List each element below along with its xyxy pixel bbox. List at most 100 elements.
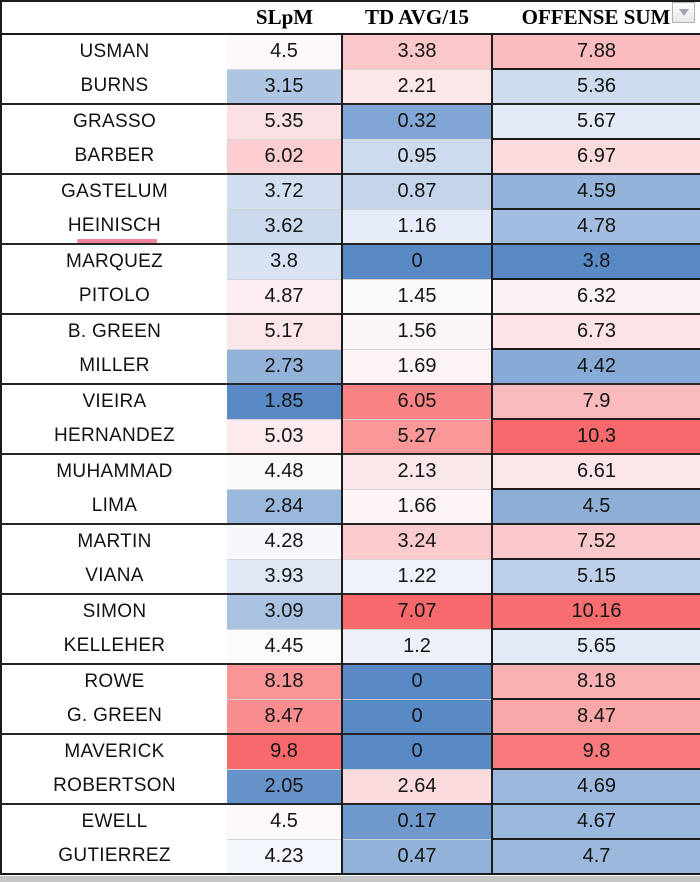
cell-td[interactable]: 7.07 [342, 593, 493, 629]
cell-fighter-name[interactable]: VIANA [1, 559, 227, 594]
cell-slpm[interactable]: 5.03 [227, 418, 343, 454]
cell-td[interactable]: 0 [342, 733, 493, 769]
cell-fighter-name[interactable]: BARBER [1, 139, 227, 174]
cell-td[interactable]: 2.64 [342, 768, 493, 804]
cell-off[interactable]: 6.73 [492, 313, 700, 349]
cell-off[interactable]: 7.88 [492, 33, 700, 69]
cell-td[interactable]: 1.66 [342, 488, 493, 524]
cell-td[interactable]: 1.45 [342, 278, 493, 314]
header-td-avg[interactable]: TD AVG/15 [342, 1, 492, 35]
cell-slpm[interactable]: 4.23 [227, 838, 343, 874]
cell-fighter-name[interactable]: LIMA [1, 489, 227, 524]
cell-td[interactable]: 1.22 [342, 558, 493, 594]
cell-fighter-name[interactable]: MILLER [1, 349, 227, 384]
cell-off[interactable]: 4.69 [492, 768, 700, 804]
cell-td[interactable]: 0.87 [342, 173, 493, 209]
cell-td[interactable]: 2.13 [342, 453, 493, 489]
cell-td[interactable]: 0 [342, 698, 493, 734]
cell-slpm[interactable]: 4.5 [227, 33, 343, 69]
cell-slpm[interactable]: 9.8 [227, 733, 343, 769]
cell-slpm[interactable]: 4.87 [227, 278, 343, 314]
cell-td[interactable]: 0 [342, 243, 493, 279]
cell-td[interactable]: 0.17 [342, 803, 493, 839]
cell-fighter-name[interactable]: GRASSO [1, 103, 227, 139]
header-fighter[interactable] [1, 1, 227, 35]
cell-fighter-name[interactable]: MARQUEZ [1, 243, 227, 279]
cell-off[interactable]: 4.42 [492, 348, 700, 384]
cell-off[interactable]: 10.16 [492, 593, 700, 629]
cell-td[interactable]: 0 [342, 663, 493, 699]
dropdown-button[interactable] [672, 2, 695, 23]
cell-off[interactable]: 7.52 [492, 523, 700, 559]
cell-off[interactable]: 10.3 [492, 418, 700, 454]
cell-fighter-name[interactable]: PITOLO [1, 279, 227, 314]
header-slpm[interactable]: SLpM [227, 1, 342, 35]
cell-slpm[interactable]: 3.93 [227, 558, 343, 594]
cell-off[interactable]: 4.5 [492, 488, 700, 524]
cell-fighter-name[interactable]: MARTIN [1, 523, 227, 559]
cell-off[interactable]: 3.8 [492, 243, 700, 279]
cell-off[interactable]: 4.78 [492, 208, 700, 244]
header-offense-sum[interactable]: OFFENSE SUM [492, 1, 700, 35]
cell-td[interactable]: 6.05 [342, 383, 493, 419]
cell-off[interactable]: 5.67 [492, 103, 700, 139]
cell-slpm[interactable]: 5.35 [227, 103, 343, 139]
cell-slpm[interactable]: 8.18 [227, 663, 343, 699]
cell-td[interactable]: 1.69 [342, 348, 493, 384]
cell-td[interactable]: 5.27 [342, 418, 493, 454]
cell-td[interactable]: 0.47 [342, 838, 493, 874]
cell-fighter-name[interactable]: ROWE [1, 663, 227, 699]
cell-fighter-name[interactable]: HEINISCH [1, 209, 227, 244]
cell-off[interactable]: 6.97 [492, 138, 700, 174]
cell-fighter-name[interactable]: B. GREEN [1, 313, 227, 349]
cell-fighter-name[interactable]: USMAN [1, 33, 227, 69]
cell-off[interactable]: 7.9 [492, 383, 700, 419]
cell-fighter-name[interactable]: ROBERTSON [1, 769, 227, 804]
cell-off[interactable]: 8.18 [492, 663, 700, 699]
cell-fighter-name[interactable]: GUTIERREZ [1, 839, 227, 874]
cell-fighter-name[interactable]: KELLEHER [1, 629, 227, 664]
cell-td[interactable]: 0.95 [342, 138, 493, 174]
cell-td[interactable]: 3.38 [342, 33, 493, 69]
cell-slpm[interactable]: 8.47 [227, 698, 343, 734]
cell-fighter-name[interactable]: HERNANDEZ [1, 419, 227, 454]
cell-slpm[interactable]: 4.28 [227, 523, 343, 559]
cell-off[interactable]: 8.47 [492, 698, 700, 734]
cell-off[interactable]: 4.59 [492, 173, 700, 209]
cell-slpm[interactable]: 3.8 [227, 243, 343, 279]
cell-slpm[interactable]: 6.02 [227, 138, 343, 174]
cell-slpm[interactable]: 4.48 [227, 453, 343, 489]
cell-slpm[interactable]: 3.62 [227, 208, 343, 244]
cell-td[interactable]: 1.2 [342, 628, 493, 664]
cell-fighter-name[interactable]: G. GREEN [1, 699, 227, 734]
cell-td[interactable]: 3.24 [342, 523, 493, 559]
cell-slpm[interactable]: 2.84 [227, 488, 343, 524]
cell-fighter-name[interactable]: MUHAMMAD [1, 453, 227, 489]
cell-slpm[interactable]: 3.15 [227, 68, 343, 104]
cell-off[interactable]: 5.36 [492, 68, 700, 104]
cell-off[interactable]: 6.32 [492, 278, 700, 314]
cell-fighter-name[interactable]: SIMON [1, 593, 227, 629]
cell-fighter-name[interactable]: GASTELUM [1, 173, 227, 209]
cell-slpm[interactable]: 2.05 [227, 768, 343, 804]
cell-td[interactable]: 1.56 [342, 313, 493, 349]
cell-fighter-name[interactable]: VIEIRA [1, 383, 227, 419]
cell-slpm[interactable]: 3.09 [227, 593, 343, 629]
cell-slpm[interactable]: 1.85 [227, 383, 343, 419]
cell-off[interactable]: 9.8 [492, 733, 700, 769]
cell-off[interactable]: 4.67 [492, 803, 700, 839]
cell-slpm[interactable]: 4.5 [227, 803, 343, 839]
cell-off[interactable]: 5.65 [492, 628, 700, 664]
cell-off[interactable]: 4.7 [492, 838, 700, 874]
cell-fighter-name[interactable]: MAVERICK [1, 733, 227, 769]
cell-slpm[interactable]: 3.72 [227, 173, 343, 209]
cell-slpm[interactable]: 4.45 [227, 628, 343, 664]
cell-off[interactable]: 6.61 [492, 453, 700, 489]
cell-fighter-name[interactable]: BURNS [1, 69, 227, 104]
cell-off[interactable]: 5.15 [492, 558, 700, 594]
cell-fighter-name[interactable]: EWELL [1, 803, 227, 839]
cell-td[interactable]: 1.16 [342, 208, 493, 244]
cell-slpm[interactable]: 5.17 [227, 313, 343, 349]
cell-slpm[interactable]: 2.73 [227, 348, 343, 384]
cell-td[interactable]: 2.21 [342, 68, 493, 104]
